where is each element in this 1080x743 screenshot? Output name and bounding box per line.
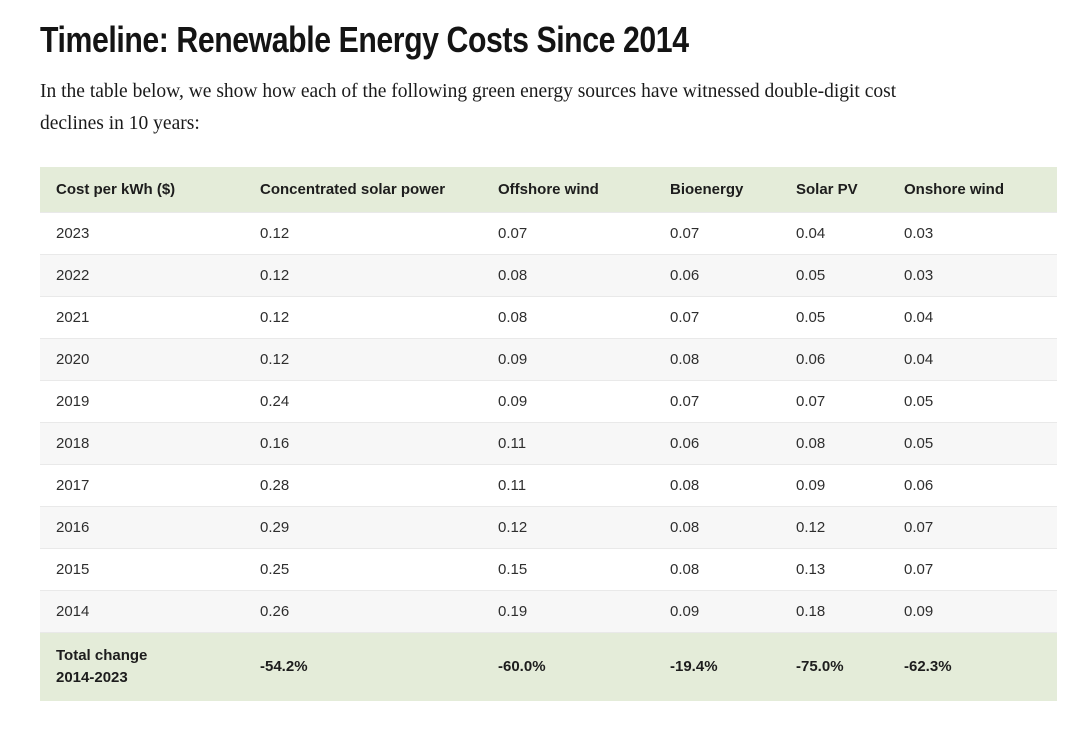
value-cell: 0.12 [498, 519, 528, 536]
table-row-2020: 2020 0.12 0.09 0.08 0.06 0.04 [40, 338, 1057, 381]
value-cell: 0.09 [498, 393, 528, 410]
value-cell: 0.07 [498, 225, 528, 242]
column-header-solar-pv: Solar PV [780, 167, 888, 213]
value-cell: 0.08 [670, 477, 700, 494]
year-cell: 2016 [56, 519, 90, 536]
value-cell: 0.04 [904, 309, 934, 326]
total-change-label-line1: Total change [56, 647, 148, 664]
value-cell: 0.24 [260, 393, 290, 410]
value-cell: 0.15 [498, 561, 528, 578]
value-cell: 0.09 [670, 603, 700, 620]
value-cell: 0.06 [670, 435, 700, 452]
column-header-cost-per-kwh: Cost per kWh ($) [40, 167, 244, 213]
value-cell: 0.08 [670, 519, 700, 536]
year-cell: 2017 [56, 477, 90, 494]
column-header-onshore-wind: Onshore wind [888, 167, 1057, 213]
year-cell: 2023 [56, 225, 90, 242]
value-cell: 0.08 [670, 351, 700, 368]
table-header-row: Cost per kWh ($) Concentrated solar powe… [40, 167, 1057, 213]
value-cell: 0.07 [670, 225, 700, 242]
value-cell: 0.18 [796, 603, 826, 620]
value-cell: 0.12 [796, 519, 826, 536]
value-cell: 0.04 [796, 225, 826, 242]
value-cell: 0.03 [904, 267, 934, 284]
renewable-cost-table: Cost per kWh ($) Concentrated solar powe… [40, 167, 1057, 701]
value-cell: 0.03 [904, 225, 934, 242]
value-cell: 0.12 [260, 351, 290, 368]
value-cell: 0.07 [670, 393, 700, 410]
value-cell: 0.12 [260, 309, 290, 326]
value-cell: 0.29 [260, 519, 290, 536]
value-cell: 0.11 [498, 477, 527, 494]
table-row-2014: 2014 0.26 0.19 0.09 0.18 0.09 [40, 590, 1057, 633]
value-cell: 0.08 [670, 561, 700, 578]
table-row-2021: 2021 0.12 0.08 0.07 0.05 0.04 [40, 296, 1057, 339]
table-row-2022: 2022 0.12 0.08 0.06 0.05 0.03 [40, 254, 1057, 297]
value-cell: 0.09 [498, 351, 528, 368]
article-page: Timeline: Renewable Energy Costs Since 2… [40, 19, 1057, 701]
table-row-2023: 2023 0.12 0.07 0.07 0.04 0.03 [40, 212, 1057, 255]
year-cell: 2015 [56, 561, 90, 578]
year-cell: 2022 [56, 267, 90, 284]
value-cell: 0.11 [498, 435, 527, 452]
value-cell: 0.05 [796, 267, 826, 284]
value-cell: 0.04 [904, 351, 934, 368]
value-cell: 0.06 [670, 267, 700, 284]
value-cell: 0.16 [260, 435, 290, 452]
value-cell: 0.05 [904, 393, 934, 410]
value-cell: 0.05 [904, 435, 934, 452]
table-row-2015: 2015 0.25 0.15 0.08 0.13 0.07 [40, 548, 1057, 591]
year-cell: 2020 [56, 351, 90, 368]
value-cell: 0.26 [260, 603, 290, 620]
value-cell: 0.06 [904, 477, 934, 494]
year-cell: 2019 [56, 393, 90, 410]
total-change-cell: -19.4% [654, 632, 780, 701]
total-change-label: Total change 2014-2023 [40, 632, 244, 701]
value-cell: 0.25 [260, 561, 290, 578]
total-change-label-line2: 2014-2023 [56, 669, 128, 686]
value-cell: 0.12 [260, 267, 290, 284]
column-header-offshore-wind: Offshore wind [482, 167, 654, 213]
value-cell: 0.07 [904, 561, 934, 578]
table-row-2019: 2019 0.24 0.09 0.07 0.07 0.05 [40, 380, 1057, 423]
intro-text: In the table below, we show how each of … [40, 81, 897, 134]
value-cell: 0.12 [260, 225, 290, 242]
page-title: Timeline: Renewable Energy Costs Since 2… [40, 19, 689, 60]
value-cell: 0.07 [796, 393, 826, 410]
column-header-concentrated-solar-power: Concentrated solar power [244, 167, 482, 213]
value-cell: 0.08 [796, 435, 826, 452]
value-cell: 0.07 [904, 519, 934, 536]
year-cell: 2021 [56, 309, 90, 326]
value-cell: 0.19 [498, 603, 528, 620]
year-cell: 2018 [56, 435, 90, 452]
total-change-cell: -60.0% [482, 632, 654, 701]
value-cell: 0.07 [670, 309, 700, 326]
value-cell: 0.28 [260, 477, 290, 494]
value-cell: 0.08 [498, 267, 528, 284]
total-change-cell: -75.0% [780, 632, 888, 701]
table-row-2017: 2017 0.28 0.11 0.08 0.09 0.06 [40, 464, 1057, 507]
value-cell: 0.08 [498, 309, 528, 326]
year-cell: 2014 [56, 603, 90, 620]
table-row-2018: 2018 0.16 0.11 0.06 0.08 0.05 [40, 422, 1057, 465]
value-cell: 0.13 [796, 561, 826, 578]
value-cell: 0.06 [796, 351, 826, 368]
total-change-cell: -62.3% [888, 632, 1057, 701]
column-header-bioenergy: Bioenergy [654, 167, 780, 213]
value-cell: 0.09 [796, 477, 826, 494]
table-row-2016: 2016 0.29 0.12 0.08 0.12 0.07 [40, 506, 1057, 549]
value-cell: 0.05 [796, 309, 826, 326]
total-change-cell: -54.2% [244, 632, 482, 701]
value-cell: 0.09 [904, 603, 934, 620]
total-change-row: Total change 2014-2023 -54.2% -60.0% -19… [40, 632, 1057, 701]
